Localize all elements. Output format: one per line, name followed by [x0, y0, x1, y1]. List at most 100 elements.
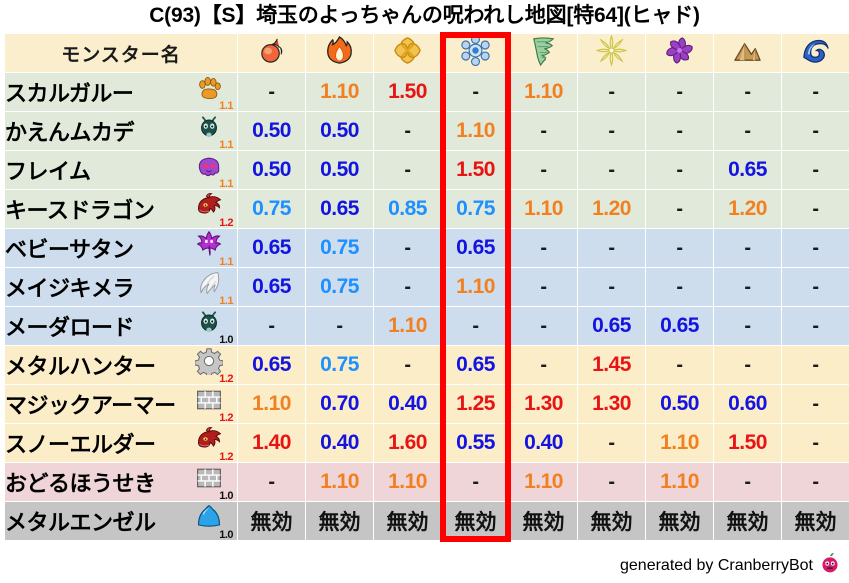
resistance-cell-dein[interactable]: 1.30 [578, 385, 645, 423]
resistance-cell-jibaria[interactable]: 0.60 [714, 385, 781, 423]
monster-name-cell[interactable]: スカルガルー 1.1 [5, 73, 237, 112]
resistance-cell-dein[interactable]: - [578, 112, 645, 150]
resistance-cell-jibaria[interactable]: - [714, 346, 781, 384]
monster-name-cell[interactable]: マジックアーマー 1.2 [5, 385, 237, 424]
resistance-cell-gira[interactable]: 1.10 [306, 463, 373, 501]
resistance-cell-dorugoray[interactable]: - [782, 385, 849, 423]
resistance-cell-gira[interactable]: 0.75 [306, 346, 373, 384]
monster-name-cell[interactable]: フレイム 1.1 [5, 151, 237, 190]
table-row[interactable]: スカルガルー 1.1 - 1.10 1.50 - 1.10 - - - - [5, 73, 849, 112]
resistance-cell-merakoro[interactable]: 0.65 [238, 346, 305, 384]
table-row[interactable]: メーダロード 1.0 - - 1.10 - - 0.65 0.65 - - [5, 307, 849, 346]
resistance-cell-jibaria[interactable]: 無効 [714, 502, 781, 540]
resistance-cell-bagi[interactable]: 無効 [510, 502, 577, 540]
resistance-cell-gira[interactable]: 0.75 [306, 268, 373, 306]
resistance-cell-hyado[interactable]: 0.65 [442, 229, 509, 267]
column-header-dein[interactable] [578, 34, 645, 72]
table-row[interactable]: メイジキメラ 1.1 0.65 0.75 - 1.10 - - - - - [5, 268, 849, 307]
resistance-cell-dein[interactable]: - [578, 268, 645, 306]
resistance-cell-hyado[interactable]: - [442, 73, 509, 111]
resistance-cell-dorum[interactable]: - [646, 190, 713, 228]
resistance-cell-ionazun[interactable]: 1.10 [374, 463, 441, 501]
resistance-cell-dorugoray[interactable]: - [782, 112, 849, 150]
resistance-cell-ionazun[interactable]: 1.50 [374, 73, 441, 111]
resistance-cell-dorum[interactable]: - [646, 346, 713, 384]
resistance-cell-hyado[interactable]: 無効 [442, 502, 509, 540]
resistance-cell-dorugoray[interactable]: - [782, 190, 849, 228]
resistance-cell-dorum[interactable]: - [646, 268, 713, 306]
column-header-jibaria[interactable] [714, 34, 781, 72]
resistance-cell-dein[interactable]: - [578, 73, 645, 111]
resistance-cell-hyado[interactable]: - [442, 307, 509, 345]
resistance-cell-dorum[interactable]: - [646, 73, 713, 111]
column-header-ionazun[interactable] [374, 34, 441, 72]
resistance-cell-bagi[interactable]: - [510, 229, 577, 267]
resistance-cell-merakoro[interactable]: - [238, 307, 305, 345]
column-header-dorum[interactable] [646, 34, 713, 72]
resistance-cell-merakoro[interactable]: 0.50 [238, 112, 305, 150]
monster-name-cell[interactable]: メタルエンゼル 1.0 [5, 502, 237, 541]
resistance-cell-dorugoray[interactable]: - [782, 229, 849, 267]
resistance-cell-merakoro[interactable]: - [238, 463, 305, 501]
resistance-cell-ionazun[interactable]: 1.10 [374, 307, 441, 345]
table-row[interactable]: メタルエンゼル 1.0 無効 無効 無効 無効 無効 無効 無効 無効 無効 [5, 502, 849, 541]
resistance-cell-bagi[interactable]: - [510, 268, 577, 306]
resistance-cell-merakoro[interactable]: 1.10 [238, 385, 305, 423]
resistance-cell-dorum[interactable]: - [646, 229, 713, 267]
resistance-cell-hyado[interactable]: 0.75 [442, 190, 509, 228]
resistance-cell-bagi[interactable]: - [510, 151, 577, 189]
resistance-cell-gira[interactable]: 0.70 [306, 385, 373, 423]
resistance-cell-ionazun[interactable]: 0.40 [374, 385, 441, 423]
column-header-dorugoray[interactable] [782, 34, 849, 72]
resistance-cell-hyado[interactable]: 0.55 [442, 424, 509, 462]
resistance-cell-jibaria[interactable]: - [714, 112, 781, 150]
table-row[interactable]: マジックアーマー 1.2 1.10 0.70 0.40 1.25 1.30 1.30 0.50 0… [5, 385, 849, 424]
resistance-cell-hyado[interactable]: - [442, 463, 509, 501]
resistance-cell-dorugoray[interactable]: - [782, 307, 849, 345]
monster-name-cell[interactable]: スノーエルダー 1.2 [5, 424, 237, 463]
resistance-cell-bagi[interactable]: - [510, 112, 577, 150]
column-header-hyado[interactable] [442, 34, 509, 72]
resistance-cell-ionazun[interactable]: - [374, 112, 441, 150]
resistance-cell-dorum[interactable]: 0.50 [646, 385, 713, 423]
resistance-cell-dorum[interactable]: - [646, 151, 713, 189]
resistance-cell-jibaria[interactable]: 1.20 [714, 190, 781, 228]
resistance-cell-merakoro[interactable]: 0.75 [238, 190, 305, 228]
resistance-cell-dorum[interactable]: 無効 [646, 502, 713, 540]
table-row[interactable]: キースドラゴン 1.2 0.75 0.65 0.85 0.75 1.10 1.20 - 1.20 - [5, 190, 849, 229]
column-header-gira[interactable] [306, 34, 373, 72]
resistance-cell-jibaria[interactable]: - [714, 229, 781, 267]
resistance-cell-dorugoray[interactable]: - [782, 268, 849, 306]
resistance-cell-gira[interactable]: 0.50 [306, 112, 373, 150]
resistance-cell-bagi[interactable]: 1.30 [510, 385, 577, 423]
resistance-cell-bagi[interactable]: 1.10 [510, 190, 577, 228]
resistance-cell-jibaria[interactable]: - [714, 307, 781, 345]
resistance-cell-ionazun[interactable]: - [374, 346, 441, 384]
resistance-cell-jibaria[interactable]: - [714, 73, 781, 111]
resistance-cell-gira[interactable]: 0.40 [306, 424, 373, 462]
resistance-cell-jibaria[interactable]: 1.50 [714, 424, 781, 462]
monster-name-cell[interactable]: メイジキメラ 1.1 [5, 268, 237, 307]
resistance-cell-merakoro[interactable]: 0.65 [238, 268, 305, 306]
resistance-cell-dein[interactable]: 1.45 [578, 346, 645, 384]
resistance-cell-ionazun[interactable]: 無効 [374, 502, 441, 540]
resistance-cell-bagi[interactable]: - [510, 307, 577, 345]
resistance-cell-dorum[interactable]: 1.10 [646, 424, 713, 462]
resistance-cell-gira[interactable]: 0.50 [306, 151, 373, 189]
resistance-cell-gira[interactable]: - [306, 307, 373, 345]
resistance-cell-dorugoray[interactable]: - [782, 151, 849, 189]
resistance-cell-dein[interactable]: - [578, 463, 645, 501]
resistance-cell-merakoro[interactable]: 0.65 [238, 229, 305, 267]
resistance-cell-merakoro[interactable]: 無効 [238, 502, 305, 540]
table-row[interactable]: スノーエルダー 1.2 1.40 0.40 1.60 0.55 0.40 - 1.10 1.50 - [5, 424, 849, 463]
resistance-cell-dein[interactable]: - [578, 424, 645, 462]
resistance-cell-ionazun[interactable]: - [374, 229, 441, 267]
resistance-cell-dorugoray[interactable]: - [782, 346, 849, 384]
column-header-merakoro[interactable] [238, 34, 305, 72]
resistance-cell-merakoro[interactable]: 0.50 [238, 151, 305, 189]
resistance-cell-merakoro[interactable]: 1.40 [238, 424, 305, 462]
resistance-cell-dorugoray[interactable]: - [782, 424, 849, 462]
resistance-cell-dein[interactable]: - [578, 229, 645, 267]
resistance-cell-hyado[interactable]: 1.10 [442, 112, 509, 150]
monster-name-cell[interactable]: おどるほうせき 1.0 [5, 463, 237, 502]
